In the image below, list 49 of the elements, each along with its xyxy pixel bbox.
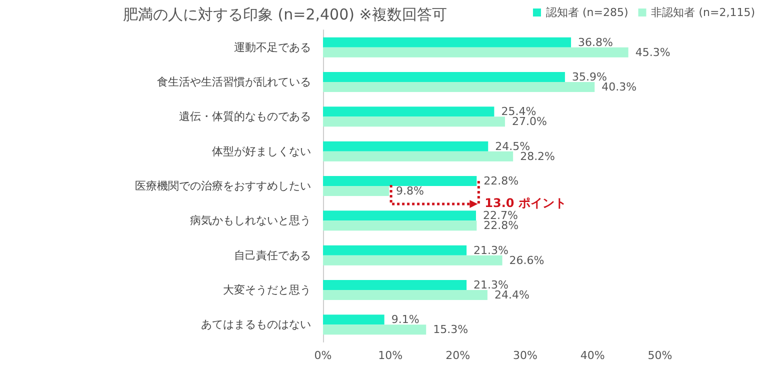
- y-tick-label: 自己責任である: [234, 248, 311, 262]
- data-label: 9.8%: [396, 184, 424, 198]
- bar: [323, 37, 572, 48]
- data-label: 21.3%: [474, 278, 509, 292]
- legend-label: 非認知者 (n=2,115): [651, 6, 756, 19]
- x-tick-label: 50%: [648, 349, 672, 362]
- data-label: 35.9%: [572, 70, 607, 84]
- data-label: 22.8%: [484, 174, 519, 188]
- y-tick-label: 大変そうだと思う: [223, 284, 311, 296]
- bar: [323, 314, 384, 325]
- data-label: 26.6%: [509, 254, 544, 267]
- annotation: 13.0 ポイント: [484, 196, 566, 210]
- bar: [323, 72, 565, 82]
- bar: [323, 255, 502, 266]
- bar: [323, 47, 628, 58]
- bar: [323, 324, 426, 335]
- x-tick-label: 40%: [580, 349, 605, 362]
- y-tick-label: 病気かもしれないと思う: [190, 214, 311, 228]
- bar: [323, 290, 488, 300]
- x-tick-label: 10%: [378, 349, 403, 362]
- data-label: 24.4%: [494, 288, 530, 302]
- y-tick-label: 食生活や生活習慣が乱れている: [157, 76, 311, 88]
- data-label: 9.1%: [391, 313, 420, 326]
- bar: [323, 82, 595, 92]
- legend-label: 認知者 (n=285): [546, 6, 628, 19]
- x-tick-label: 30%: [512, 349, 538, 362]
- data-label: 45.3%: [635, 46, 670, 59]
- y-tick-label: あてはまるものはない: [201, 318, 311, 332]
- x-tick-label: 0%: [314, 349, 332, 362]
- bar: [323, 106, 494, 117]
- bar: [323, 176, 477, 186]
- bar: [323, 186, 390, 196]
- y-tick-label: 運動不足である: [234, 40, 311, 54]
- bar: [323, 245, 467, 256]
- x-tick-label: 20%: [446, 349, 470, 362]
- data-label: 15.3%: [433, 323, 468, 336]
- data-label: 36.8%: [578, 36, 613, 49]
- bar: [323, 210, 476, 221]
- bar: [323, 220, 477, 231]
- y-tick-label: 医療機関での治療をおすすめしたい: [135, 180, 311, 192]
- y-tick-label: 体型が好ましくない: [212, 144, 311, 158]
- bar: [323, 116, 505, 127]
- data-label: 40.3%: [602, 80, 637, 94]
- y-tick-label: 遺伝・体質的なものである: [179, 110, 311, 124]
- bar: [323, 151, 514, 162]
- chart-title: 肥満の人に対する印象 (n=2,400) ※複数回答可: [123, 6, 447, 24]
- data-label: 21.3%: [474, 244, 509, 257]
- bar: [323, 141, 488, 152]
- bar: [323, 280, 467, 290]
